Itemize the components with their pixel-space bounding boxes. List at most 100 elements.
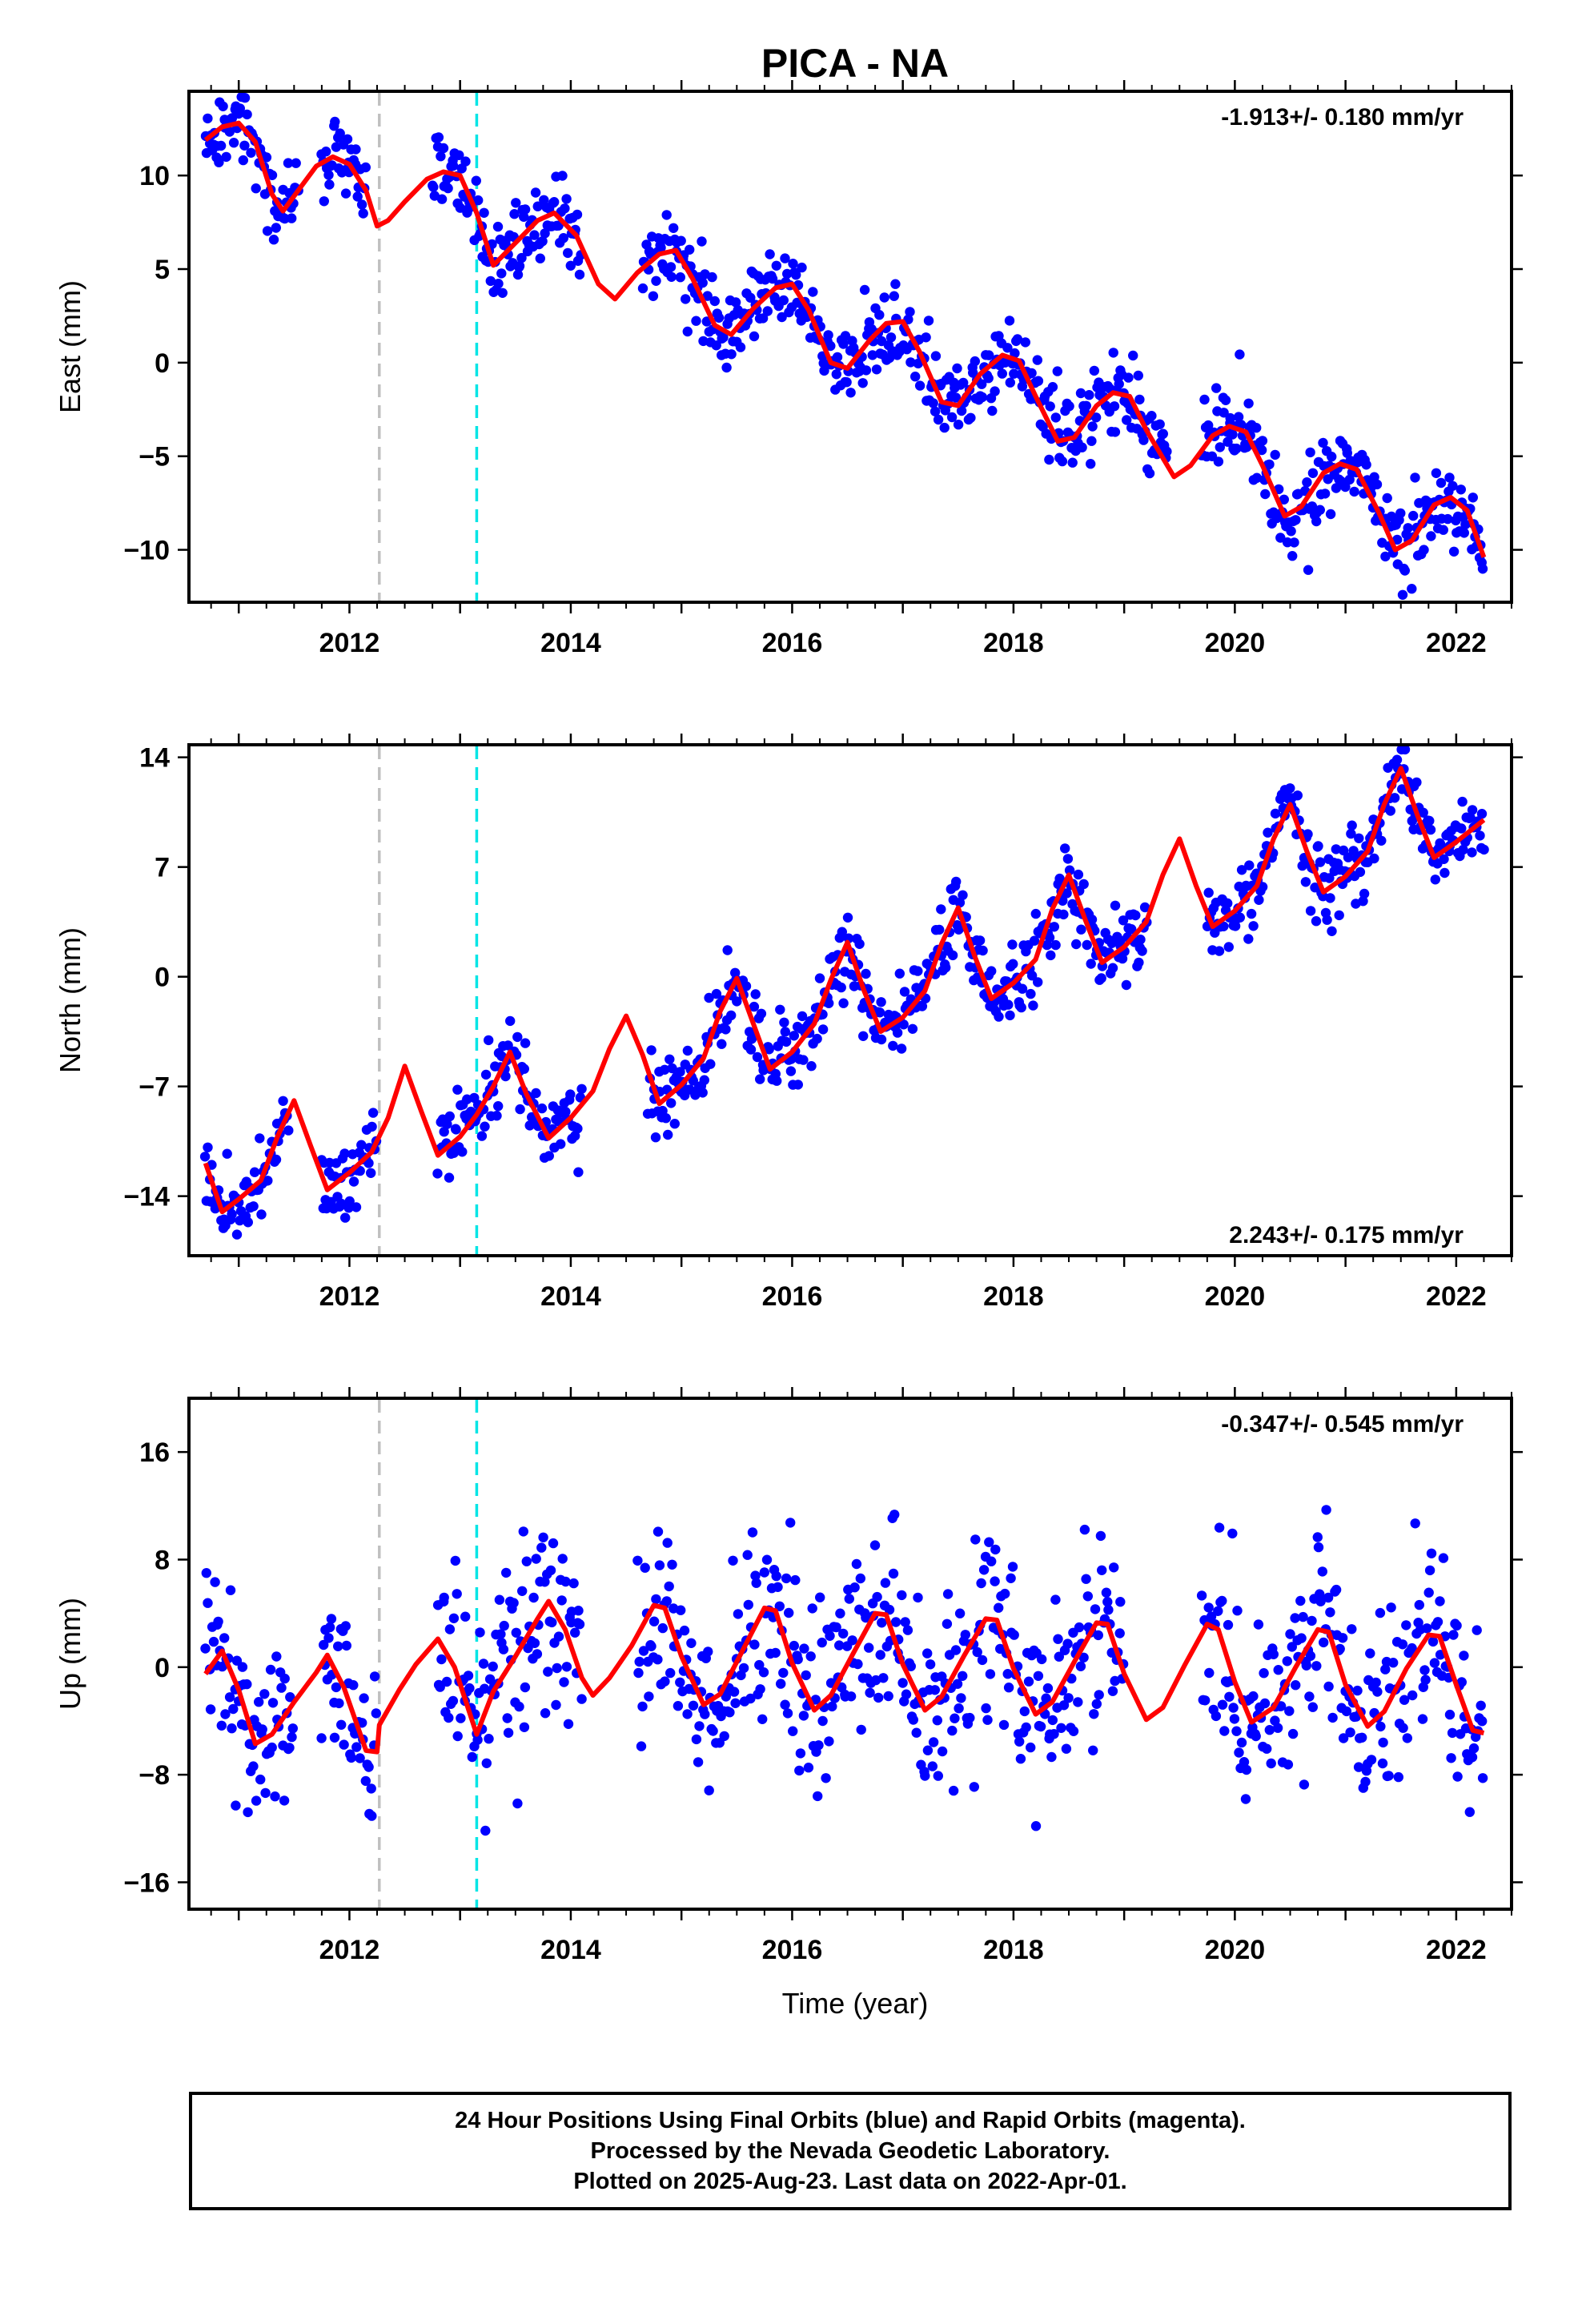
- east-point: [778, 295, 789, 306]
- north-point: [544, 1151, 554, 1161]
- up-point: [576, 1694, 587, 1704]
- up-point: [444, 1624, 456, 1634]
- up-point: [545, 1565, 556, 1576]
- north-point: [798, 1055, 809, 1065]
- north-point: [515, 1104, 525, 1115]
- north-x-tick-label: 2012: [319, 1281, 380, 1312]
- north-point: [896, 1043, 907, 1054]
- up-point: [1372, 1687, 1383, 1697]
- north-point: [1203, 887, 1214, 898]
- north-point: [1305, 906, 1316, 916]
- up-point: [981, 1703, 991, 1714]
- up-point: [324, 1622, 335, 1633]
- east-point: [1431, 468, 1442, 478]
- north-point: [1313, 841, 1323, 851]
- north-point: [249, 1167, 260, 1177]
- east-point: [767, 273, 778, 284]
- east-point: [709, 296, 720, 307]
- up-point: [950, 1713, 960, 1723]
- up-point: [1107, 1686, 1118, 1696]
- east-point: [228, 138, 239, 148]
- up-point: [517, 1586, 528, 1597]
- up-point: [371, 1708, 381, 1719]
- up-point: [897, 1678, 908, 1688]
- up-point: [789, 1640, 799, 1651]
- north-point: [699, 1075, 709, 1085]
- north-point: [752, 1051, 763, 1063]
- up-point: [1397, 1639, 1408, 1650]
- up-point: [265, 1664, 276, 1675]
- up-x-tick-label: 2022: [1426, 1935, 1487, 1965]
- north-point: [824, 998, 834, 1008]
- up-point: [814, 1592, 825, 1602]
- up-point: [1088, 1745, 1098, 1755]
- up-point: [559, 1677, 569, 1687]
- up-point: [563, 1719, 574, 1729]
- north-point: [874, 1007, 885, 1018]
- up-point: [316, 1733, 327, 1743]
- up-point: [464, 1683, 475, 1694]
- up-point: [237, 1662, 248, 1672]
- up-point: [1053, 1634, 1063, 1644]
- north-point: [837, 927, 848, 937]
- east-x-tick-label: 2020: [1205, 628, 1266, 658]
- up-point: [750, 1570, 761, 1581]
- up-point: [1426, 1548, 1437, 1559]
- north-point: [1086, 915, 1098, 925]
- north-point: [974, 935, 986, 946]
- east-point: [697, 277, 708, 288]
- north-x-tick-label: 2014: [540, 1281, 601, 1312]
- up-model-curve: [203, 1598, 1485, 1755]
- east-y-tick-label: 5: [155, 255, 170, 285]
- east-point: [239, 93, 251, 103]
- up-point: [798, 1711, 809, 1721]
- east-point: [771, 260, 781, 271]
- east-point: [966, 412, 976, 423]
- up-point: [520, 1682, 531, 1693]
- north-y-tick-label: −14: [123, 1182, 170, 1212]
- east-point: [473, 195, 484, 206]
- north-point: [576, 1084, 587, 1095]
- east-point: [956, 405, 967, 416]
- east-point: [1380, 551, 1391, 562]
- east-y-axis-label: East (mm): [54, 280, 86, 413]
- north-point: [199, 1152, 211, 1162]
- up-point: [1214, 1522, 1225, 1533]
- up-point: [1266, 1758, 1276, 1769]
- north-point: [519, 1063, 529, 1074]
- up-point: [1287, 1642, 1298, 1652]
- up-point: [355, 1753, 365, 1763]
- up-point: [813, 1791, 823, 1802]
- up-point: [560, 1576, 571, 1587]
- up-point: [1264, 1725, 1275, 1735]
- east-point: [340, 188, 351, 199]
- east-x-tick-label: 2016: [762, 628, 823, 658]
- east-point: [261, 152, 272, 163]
- east-point: [808, 287, 818, 297]
- up-point: [813, 1740, 824, 1751]
- east-point: [1144, 468, 1155, 479]
- up-point: [676, 1605, 686, 1615]
- up-point: [359, 1693, 369, 1703]
- up-point: [654, 1560, 665, 1570]
- up-point: [1337, 1633, 1348, 1643]
- north-point: [854, 939, 865, 950]
- north-point: [785, 1066, 797, 1076]
- up-point: [1093, 1630, 1104, 1641]
- up-point: [1287, 1728, 1299, 1739]
- north-point: [1439, 854, 1449, 865]
- north-point: [907, 1023, 918, 1035]
- north-point: [476, 1131, 488, 1141]
- up-point: [780, 1699, 790, 1710]
- east-y-tick-label: 10: [139, 161, 170, 191]
- north-point: [1457, 796, 1468, 807]
- north-point: [351, 1202, 362, 1212]
- up-x-ticks: 2012 2014 2016 2018 2020 2022: [210, 1387, 1512, 1965]
- up-point: [201, 1568, 211, 1578]
- up-point: [1224, 1691, 1235, 1702]
- east-point: [1081, 400, 1092, 411]
- up-point: [448, 1613, 460, 1624]
- east-point: [1419, 545, 1429, 555]
- east-point: [1447, 480, 1458, 491]
